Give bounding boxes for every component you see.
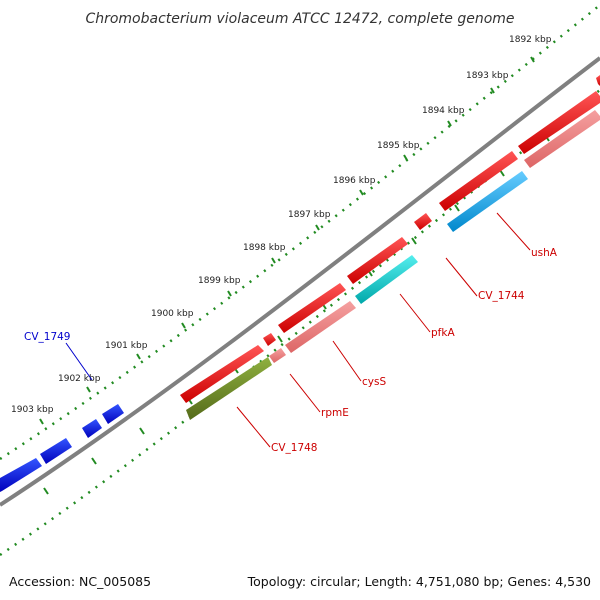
label-pfka: pfkA (431, 327, 455, 339)
tick-label: 1892 kbp (509, 35, 552, 45)
gene-cv1749[interactable] (82, 419, 102, 438)
tick-label: 1901 kbp (105, 341, 148, 351)
gene-arrow-forward[interactable] (439, 151, 518, 211)
gene-pfka[interactable] (355, 255, 418, 304)
tick-label: 1898 kbp (243, 243, 286, 253)
gene-cv1744[interactable] (447, 171, 528, 232)
tick-label: 1896 kbp (333, 176, 376, 186)
gene-arrow-blue[interactable] (0, 458, 42, 492)
tick-label: 1895 kbp (377, 141, 420, 151)
gene-arrow-blue[interactable] (102, 404, 124, 424)
accession-text: Accession: NC_005085 (9, 574, 151, 589)
forward-strand-genes (180, 75, 600, 403)
gene-arrow-forward[interactable] (180, 345, 264, 403)
genome-backbone (0, 56, 600, 507)
gene-arrow-forward[interactable] (414, 213, 432, 230)
kbp-labels: 1892 kbp 1893 kbp 1894 kbp 1895 kbp 1896… (11, 35, 552, 415)
reverse-strand-genes (186, 110, 600, 420)
outer-tick-ring (0, 4, 600, 461)
gene-usha[interactable] (524, 110, 600, 168)
blue-genes (0, 404, 124, 492)
outer-major-ticks (39, 56, 535, 425)
tick-label: 1903 kbp (11, 405, 54, 415)
gene-arrow-blue[interactable] (40, 438, 72, 464)
label-rpme: rpmE (321, 407, 349, 419)
gene-cv1748[interactable] (186, 357, 272, 420)
gene-arrow-forward[interactable] (347, 237, 408, 284)
inner-tick-ring (0, 89, 600, 557)
label-cyss: cysS (362, 376, 386, 388)
gene-rpme[interactable] (269, 348, 286, 363)
tick-label: 1900 kbp (151, 309, 194, 319)
label-cv1748: CV_1748 (271, 442, 318, 454)
label-cv1744: CV_1744 (478, 290, 525, 302)
tick-label: 1893 kbp (466, 71, 509, 81)
tick-label: 1902 kbp (58, 374, 101, 384)
gene-arrow-forward[interactable] (278, 283, 346, 333)
topology-summary: Topology: circular; Length: 4,751,080 bp… (247, 574, 591, 589)
tick-label: 1899 kbp (198, 276, 241, 286)
gene-arrow-forward[interactable] (263, 333, 276, 346)
genome-title: Chromobacterium violaceum ATCC 12472, co… (85, 11, 514, 27)
gene-arrow-forward[interactable] (518, 91, 600, 154)
tick-label: 1894 kbp (422, 106, 465, 116)
gene-cyss[interactable] (285, 301, 356, 353)
label-cv1749: CV_1749 (24, 331, 71, 343)
tick-label: 1897 kbp (288, 210, 331, 220)
gene-arrow-forward[interactable] (596, 75, 600, 86)
label-leaders (65, 212, 531, 448)
label-usha: ushA (531, 247, 558, 259)
